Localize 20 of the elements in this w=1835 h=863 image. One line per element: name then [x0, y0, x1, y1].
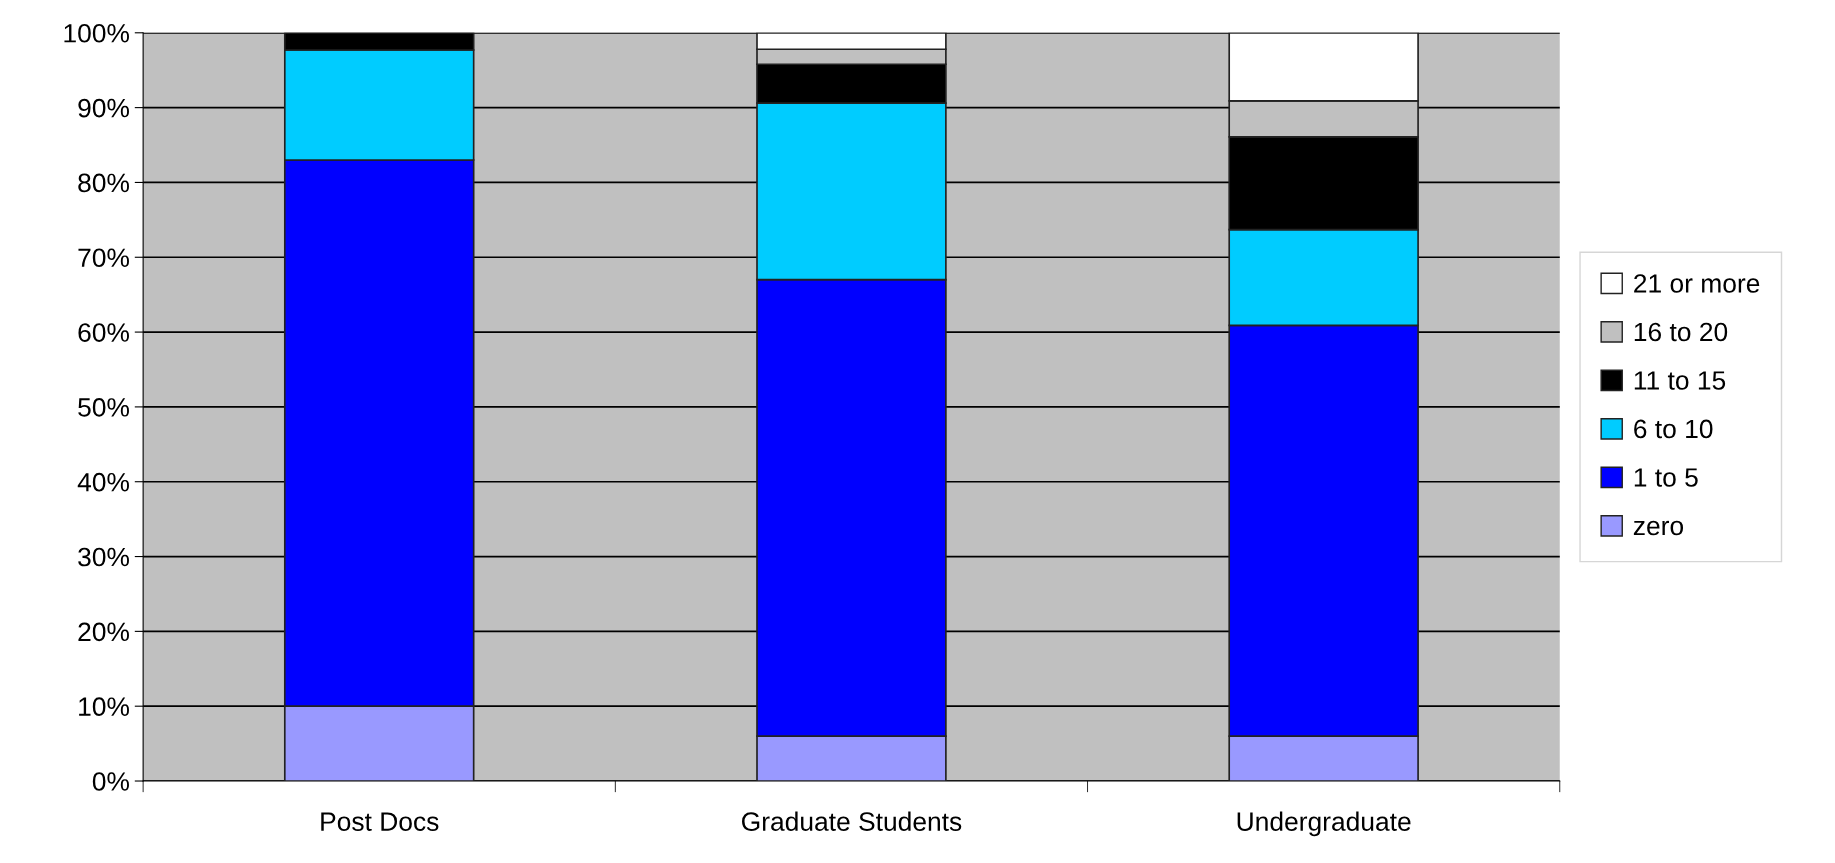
legend-label: 21 or more — [1634, 274, 1760, 293]
legend-label: 11 to 15 — [1634, 371, 1726, 390]
y-tick-label: 100% — [64, 23, 129, 43]
y-tick-label: 20% — [78, 622, 129, 642]
y-tick-label: 60% — [78, 323, 129, 342]
legend-label: 1 to 5 — [1634, 468, 1698, 487]
y-tick-label: 50% — [78, 398, 129, 417]
y-tick-label: 30% — [78, 547, 129, 567]
legend-label: 16 to 20 — [1634, 322, 1728, 342]
legend-label: zero — [1633, 520, 1684, 536]
x-tick-label: Post Docs — [321, 812, 439, 831]
y-tick-label: 0% — [92, 772, 129, 791]
y-tick-label: 10% — [79, 697, 129, 717]
y-tick-label: 80% — [78, 173, 129, 193]
y-tick-label: 90% — [78, 98, 129, 118]
x-tick-label: Undergraduate — [1237, 811, 1411, 837]
y-tick-label: 70% — [78, 248, 129, 268]
y-tick-label: 40% — [77, 472, 129, 492]
x-tick-label: Graduate Students — [742, 811, 962, 831]
legend-label: 6 to 10 — [1634, 419, 1713, 439]
